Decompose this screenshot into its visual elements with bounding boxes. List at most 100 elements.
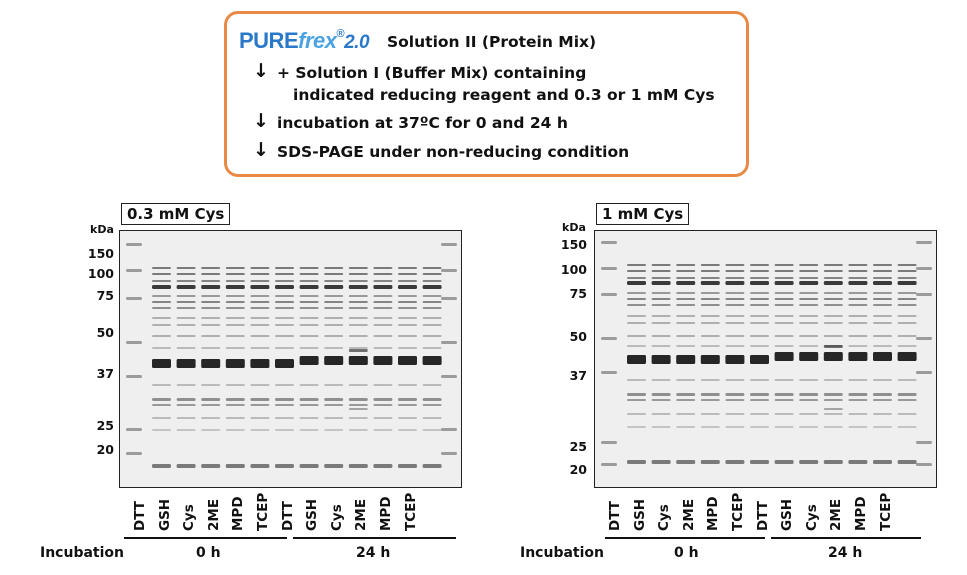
sample-band: [774, 264, 794, 266]
sample-band: [275, 464, 294, 468]
sample-band: [750, 281, 769, 285]
sample-band: [651, 298, 671, 300]
sample-band: [176, 317, 196, 319]
sample-band: [152, 359, 171, 368]
sample-band: [225, 417, 245, 419]
sample-band: [225, 384, 245, 386]
sample-band: [799, 277, 819, 279]
sample-band: [201, 398, 221, 401]
sample-band: [398, 464, 417, 468]
sample-band: [299, 384, 319, 386]
sample-band: [348, 347, 368, 349]
sample-band: [201, 301, 221, 303]
sample-band: [225, 273, 245, 275]
lane-label: Cys: [803, 504, 820, 531]
sample-band: [348, 335, 368, 337]
sample-band: [373, 417, 393, 419]
sample-band: [299, 417, 319, 419]
sample-band: [799, 393, 819, 396]
sample-band: [750, 413, 769, 415]
sample-band: [823, 264, 843, 266]
sample-band: [897, 281, 917, 285]
sample-band: [422, 417, 442, 419]
sample-band: [422, 324, 442, 326]
sample-band: [152, 404, 171, 406]
sample-band: [750, 277, 769, 279]
sample-band: [799, 281, 819, 285]
sample-band: [422, 464, 442, 468]
sample-band: [823, 335, 843, 337]
sample-band: [700, 292, 720, 294]
sample-band: [348, 398, 368, 401]
sample-band: [676, 270, 696, 272]
sample-band: [750, 399, 769, 401]
sample-band: [725, 399, 745, 401]
sample-band: [348, 273, 368, 275]
sample-band: [299, 404, 319, 406]
sample-band: [201, 429, 221, 431]
sample-band: [250, 359, 270, 368]
sample-band: [225, 301, 245, 303]
sample-band: [848, 426, 868, 428]
group-label-24h: 24 h: [828, 545, 863, 561]
incubation-label: Incubation: [520, 545, 604, 561]
sample-band: [651, 264, 671, 266]
mw-marker: 75: [569, 286, 587, 301]
ladder-band: [916, 293, 932, 296]
ladder-band: [441, 428, 457, 431]
sample-band: [676, 399, 696, 401]
sample-band: [651, 379, 671, 381]
sample-band: [627, 322, 646, 324]
sample-band: [799, 335, 819, 337]
ladder-band: [916, 371, 932, 374]
sample-band: [152, 398, 171, 401]
sample-band: [676, 298, 696, 300]
sample-band: [897, 315, 917, 317]
sample-band: [897, 413, 917, 415]
sample-band: [676, 292, 696, 294]
ladder-band: [441, 452, 457, 455]
sample-band: [873, 304, 892, 306]
sample-band: [152, 324, 171, 326]
sample-band: [299, 335, 319, 337]
sample-band: [897, 426, 917, 428]
sample-band: [823, 304, 843, 306]
sample-band: [848, 322, 868, 324]
lane-label: MPD: [230, 496, 247, 531]
lane-label: DTT: [279, 501, 296, 531]
sample-band: [725, 413, 745, 415]
sample-band: [152, 295, 171, 297]
sample-band: [725, 460, 745, 464]
sample-band: [848, 335, 868, 337]
sample-band: [152, 307, 171, 309]
sample-band: [897, 264, 917, 266]
sample-band: [299, 347, 319, 349]
sample-band: [398, 285, 417, 289]
sample-band: [799, 352, 819, 361]
sample-band: [774, 281, 794, 285]
sample-band: [201, 347, 221, 349]
group-label-0h: 0 h: [196, 545, 221, 561]
sample-band: [700, 426, 720, 428]
sample-band: [299, 267, 319, 269]
ladder-band: [441, 297, 457, 300]
sample-band: [725, 355, 745, 364]
sample-band: [324, 464, 344, 468]
sample-band: [799, 322, 819, 324]
sample-band: [176, 359, 196, 368]
sample-band: [176, 384, 196, 386]
ladder-band: [126, 452, 142, 455]
sample-band: [651, 315, 671, 317]
lane-label: Cys: [328, 504, 345, 531]
sample-band: [627, 399, 646, 401]
lane-label: DTT: [132, 501, 148, 531]
sample-band: [750, 345, 769, 347]
sample-band: [774, 270, 794, 272]
step-incubation: incubation at 37ºC for 0 and 24 h: [277, 114, 568, 132]
ladder-band: [441, 243, 457, 246]
sample-band: [750, 335, 769, 337]
sample-band: [651, 345, 671, 347]
sample-band: [176, 324, 196, 326]
sample-band: [201, 285, 221, 289]
sample-band: [750, 292, 769, 294]
